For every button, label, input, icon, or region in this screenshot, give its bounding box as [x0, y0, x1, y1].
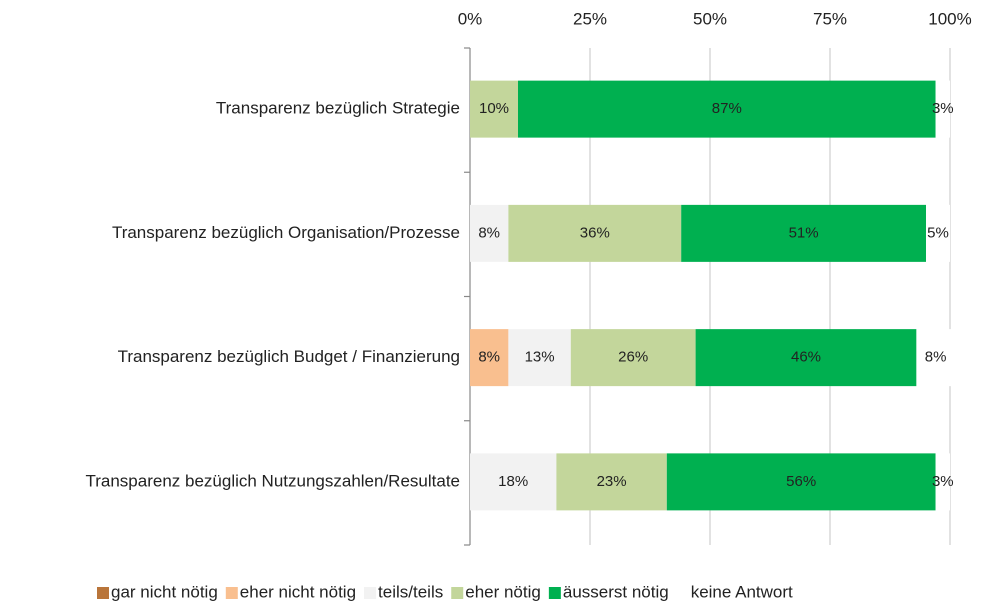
legend-swatch [225, 587, 238, 599]
data-label: 3% [932, 100, 954, 117]
bar-segment [926, 204, 950, 262]
legend-label: keine Antwort [691, 582, 793, 601]
x-tick-label: 100% [928, 9, 971, 28]
bar-segment [935, 453, 950, 511]
data-label: 51% [789, 224, 819, 241]
bar-segment [695, 329, 917, 387]
x-tick-label: 75% [813, 9, 847, 28]
bar-segment [935, 80, 950, 138]
category-label: Transparenz bezüglich Strategie [216, 99, 460, 118]
data-label: 36% [580, 224, 610, 241]
legend-label: gar nicht nötig [111, 582, 218, 601]
bar-segment [518, 80, 936, 138]
bar-segment [470, 204, 509, 262]
legend-swatch [451, 587, 464, 599]
category-label: Transparenz bezüglich Budget / Finanzier… [118, 347, 460, 366]
legend-swatch [676, 587, 689, 599]
x-tick-label: 0% [458, 9, 483, 28]
category-label: Transparenz bezüglich Organisation/Proze… [112, 223, 460, 242]
bar-segment [666, 453, 936, 511]
legend-swatch [97, 587, 109, 599]
data-label: 23% [597, 473, 627, 490]
data-label: 13% [525, 349, 555, 366]
legend-label: eher nötig [465, 582, 541, 601]
legend-swatch [364, 587, 377, 599]
data-label: 26% [618, 349, 648, 366]
data-label: 46% [791, 349, 821, 366]
data-label: 56% [786, 473, 816, 490]
data-label: 8% [478, 349, 500, 366]
x-tick-label: 50% [693, 9, 727, 28]
data-label: 8% [478, 224, 500, 241]
bar-segment [470, 80, 518, 138]
data-label: 3% [932, 473, 954, 490]
legend-label: eher nicht nötig [240, 582, 356, 601]
bar-segment [570, 329, 696, 387]
bar-segment [556, 453, 667, 511]
data-label: 87% [712, 100, 742, 117]
data-label: 5% [927, 224, 949, 241]
bar-segment [508, 329, 571, 387]
category-label: Transparenz bezüglich Nutzungszahlen/Res… [85, 471, 460, 490]
data-label: 10% [479, 100, 509, 117]
bar-segment [916, 329, 955, 387]
data-label: 8% [925, 349, 947, 366]
x-tick-label: 25% [573, 9, 607, 28]
bar-segment [508, 204, 682, 262]
data-label: 18% [498, 473, 528, 490]
bar-segment [470, 453, 557, 511]
legend-swatch [548, 587, 561, 599]
bar-segment [681, 204, 926, 262]
legend-label: teils/teils [378, 582, 443, 601]
legend-label: äusserst nötig [563, 582, 669, 601]
bar-segment [470, 329, 509, 387]
